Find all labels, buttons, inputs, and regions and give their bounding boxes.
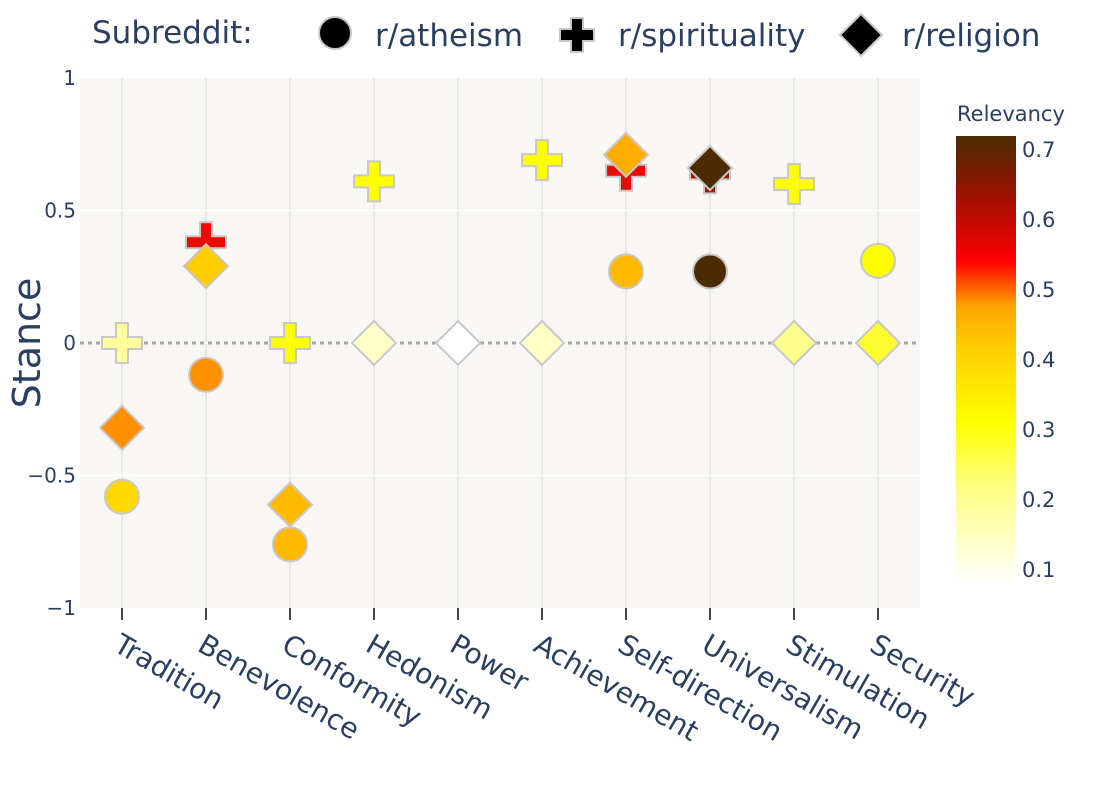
diamond-marker-benevolence[interactable]	[182, 242, 230, 290]
x-axis-ticks: TraditionBenevolenceConformityHedonismPo…	[108, 608, 981, 748]
cross-marker-achievement[interactable]	[521, 139, 563, 182]
colorbar-ticks: 0.1 0.2 0.3 0.4 0.5 0.6 0.7	[1022, 138, 1055, 582]
diamond-marker-tradition[interactable]	[98, 404, 146, 452]
diamond-marker-security[interactable]	[854, 319, 902, 367]
legend-item-religion[interactable]: r/religion	[838, 12, 1040, 58]
circle-marker-tradition[interactable]	[104, 478, 140, 515]
colorbar-gradient	[956, 136, 1016, 584]
legend-item-atheism[interactable]: r/atheism	[318, 16, 523, 54]
legend-label-spirituality: r/spirituality	[618, 18, 806, 54]
circle-marker-benevolence[interactable]	[188, 356, 224, 393]
cross-marker-stimulation[interactable]	[773, 163, 815, 205]
y-tick-label: −0.5	[27, 464, 76, 488]
legend-label-atheism: r/atheism	[375, 18, 523, 54]
diamond-marker-power[interactable]	[434, 319, 482, 367]
colorbar-tick-label: 0.2	[1022, 488, 1055, 512]
legend-item-spirituality[interactable]: r/spirituality	[559, 17, 806, 54]
colorbar-tick-label: 0.7	[1022, 138, 1055, 162]
diamond-marker-self-direction[interactable]	[602, 131, 650, 179]
colorbar-tick-label: 0.1	[1022, 558, 1055, 582]
circle-marker-universalism[interactable]	[692, 253, 728, 290]
y-tick-label: 0	[63, 331, 76, 355]
y-tick-label: 1	[63, 66, 76, 90]
y-axis-title: Stance	[5, 278, 49, 409]
cross-marker-tradition[interactable]	[101, 322, 143, 364]
colorbar: Relevancy 0.1 0.2 0.3 0.4 0.5 0.6 0.7	[956, 102, 1065, 584]
diamond-marker-conformity[interactable]	[266, 481, 314, 529]
cross-marker-hedonism[interactable]	[353, 160, 395, 203]
colorbar-tick-label: 0.5	[1022, 278, 1055, 302]
y-axis-ticks: 1 0.5 0 −0.5 −1	[27, 66, 76, 620]
colorbar-tick-label: 0.3	[1022, 418, 1055, 442]
circle-marker-security[interactable]	[860, 242, 896, 279]
circle-marker-self-direction[interactable]	[608, 253, 644, 290]
legend-diamond-icon	[838, 12, 884, 58]
diamond-marker-universalism[interactable]	[686, 144, 734, 192]
legend-label-religion: r/religion	[902, 18, 1040, 54]
colorbar-tick-label: 0.4	[1022, 348, 1055, 372]
legend-cross-icon	[559, 17, 595, 53]
legend: Subreddit: r/atheism r/spirituality r/re…	[92, 12, 1040, 58]
circle-marker-conformity[interactable]	[272, 526, 308, 563]
y-tick-label: −1	[47, 596, 76, 620]
diamond-marker-stimulation[interactable]	[770, 319, 818, 367]
data-points	[98, 131, 902, 563]
colorbar-tick-label: 0.6	[1022, 208, 1055, 232]
legend-title: Subreddit:	[92, 15, 253, 51]
cross-marker-conformity[interactable]	[269, 322, 311, 364]
diamond-marker-hedonism[interactable]	[350, 319, 398, 367]
y-tick-label: 0.5	[44, 199, 76, 223]
colorbar-title: Relevancy	[957, 102, 1065, 126]
legend-circle-icon	[318, 16, 352, 50]
diamond-marker-achievement[interactable]	[518, 319, 566, 367]
